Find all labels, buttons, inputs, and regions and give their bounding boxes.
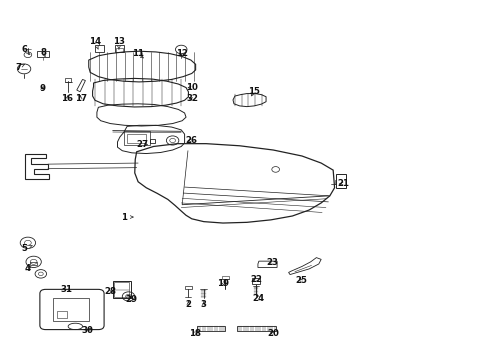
- Text: 10: 10: [185, 83, 197, 92]
- Text: 9: 9: [39, 85, 45, 94]
- Bar: [251, 278, 260, 284]
- Bar: [57, 311, 67, 318]
- Text: 3: 3: [201, 300, 206, 309]
- Text: 21: 21: [337, 179, 348, 188]
- Text: 13: 13: [113, 37, 125, 49]
- Text: 12: 12: [176, 49, 188, 58]
- Text: 14: 14: [89, 37, 101, 49]
- Text: 17: 17: [74, 94, 86, 103]
- Text: 28: 28: [104, 287, 116, 296]
- Text: 11: 11: [131, 49, 143, 58]
- Text: 2: 2: [185, 300, 191, 309]
- Bar: [114, 282, 129, 297]
- Text: 20: 20: [267, 329, 279, 338]
- Bar: [95, 45, 103, 52]
- Bar: [116, 48, 122, 51]
- Bar: [112, 281, 131, 298]
- Bar: [196, 326, 225, 331]
- Bar: [38, 51, 49, 57]
- Bar: [30, 262, 38, 265]
- Bar: [334, 180, 335, 184]
- Text: 30: 30: [81, 327, 94, 336]
- Bar: [127, 134, 146, 143]
- Text: 4: 4: [25, 264, 31, 273]
- Text: 7: 7: [15, 63, 24, 72]
- Bar: [150, 139, 155, 143]
- Bar: [335, 174, 346, 188]
- Text: 8: 8: [40, 49, 46, 58]
- Bar: [53, 298, 89, 321]
- Text: 31: 31: [60, 285, 72, 294]
- Text: 29: 29: [124, 295, 137, 304]
- Text: 5: 5: [21, 244, 32, 253]
- Text: 16: 16: [61, 94, 73, 103]
- Bar: [237, 326, 275, 331]
- Text: 19: 19: [217, 279, 229, 288]
- Text: 15: 15: [247, 87, 260, 96]
- Text: 24: 24: [252, 294, 264, 303]
- Bar: [115, 45, 123, 52]
- Text: 18: 18: [188, 329, 200, 338]
- Text: 26: 26: [185, 136, 197, 145]
- Bar: [222, 276, 228, 279]
- Text: 1: 1: [121, 212, 133, 221]
- Text: 27: 27: [137, 140, 149, 149]
- Text: 23: 23: [266, 258, 278, 267]
- Text: 25: 25: [294, 276, 306, 285]
- Text: 6: 6: [21, 45, 30, 54]
- Bar: [65, 78, 71, 82]
- Text: 32: 32: [186, 94, 198, 103]
- Bar: [123, 131, 150, 145]
- Text: 22: 22: [250, 275, 262, 284]
